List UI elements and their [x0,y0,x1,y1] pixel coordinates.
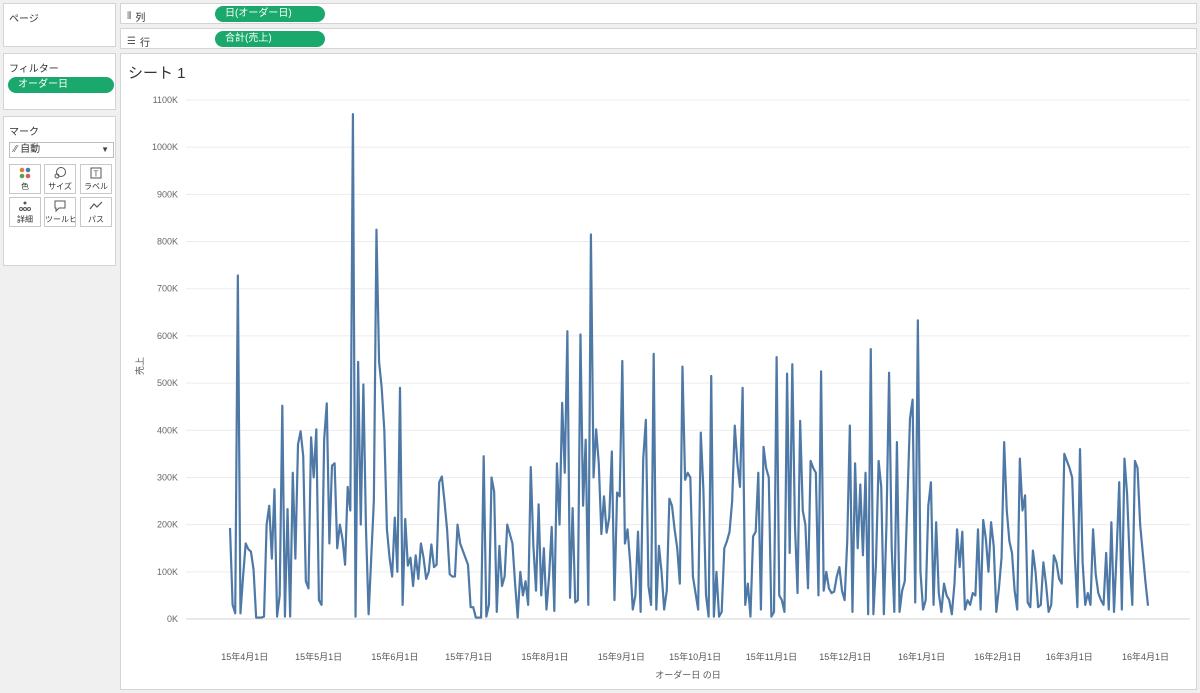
chevron-down-icon: ▼ [101,145,109,154]
x-tick-label: 15年11月1日 [746,651,797,662]
y-tick-label: 200K [157,520,178,530]
y-tick-label: 300K [157,472,178,482]
color-button[interactable]: 色 [9,164,41,194]
filter-pill-order-date[interactable]: オーダー日 [8,77,114,93]
y-tick-label: 500K [157,378,178,388]
rows-pill-sum-sales[interactable]: 合計(売上) [215,31,325,47]
x-tick-label: 15年7月1日 [445,651,492,662]
mark-type-dropdown[interactable]: ⁄⁄ 自動 ▼ [9,142,114,158]
filters-panel-title: フィルター [9,64,59,75]
y-tick-label: 0K [167,614,178,624]
x-tick-label: 15年5月1日 [295,651,342,662]
path-button[interactable]: パス [80,197,112,227]
label-icon: T [81,166,111,182]
marks-panel[interactable]: マーク ⁄⁄ 自動 ▼ 色 サイズ T ラベル 詳細 ツールヒ... [3,116,116,266]
y-tick-label: 400K [157,425,178,435]
line-mark-icon: ⁄⁄ [14,144,18,155]
x-tick-label: 15年4月1日 [221,651,268,662]
pages-panel[interactable]: ページ [3,3,116,47]
svg-text:T: T [94,170,99,179]
columns-shelf-label: 列 [135,13,146,24]
sales-series-line[interactable] [228,113,1150,619]
size-button[interactable]: サイズ [44,164,76,194]
path-button-label: パス [88,215,104,224]
rows-icon: ☰ [127,36,136,47]
x-tick-label: 15年6月1日 [371,651,418,662]
columns-icon: ⦀ [127,11,132,22]
y-tick-label: 700K [157,284,178,294]
y-tick-label: 900K [157,189,178,199]
columns-shelf-header: ⦀ 列 [127,9,145,24]
detail-icon [10,199,40,215]
x-tick-label: 15年10月1日 [669,651,721,662]
columns-pill-order-date[interactable]: 日(オーダー日) [215,6,325,22]
tooltip-button-label: ツールヒ... [45,215,75,224]
label-button-label: ラベル [84,182,108,191]
sheet-title: シート 1 [128,65,186,82]
x-tick-label: 16年3月1日 [1046,651,1093,662]
tooltip-button[interactable]: ツールヒ... [44,197,76,227]
x-tick-label: 16年1月1日 [898,651,945,662]
color-icon [10,166,40,182]
color-button-label: 色 [21,182,29,191]
rows-shelf-label: 行 [139,38,150,49]
detail-button[interactable]: 詳細 [9,197,41,227]
x-tick-label: 16年4月1日 [1122,651,1169,662]
tooltip-icon [45,199,75,215]
y-tick-label: 1100K [153,95,178,105]
rows-shelf-header: ☰ 行 [127,34,150,49]
marks-panel-title: マーク [9,127,39,138]
x-axis-label: オーダー日 の日 [655,669,721,680]
x-tick-label: 15年8月1日 [522,651,569,662]
mark-type-label: 自動 [20,144,41,155]
label-button[interactable]: T ラベル [80,164,112,194]
x-tick-label: 16年2月1日 [974,651,1021,662]
y-tick-label: 100K [157,567,178,577]
size-icon [45,166,75,182]
x-tick-label: 15年9月1日 [598,651,645,662]
filters-panel[interactable]: フィルター オーダー日 [3,53,116,110]
rows-shelf[interactable]: ☰ 行 合計(売上) [120,28,1197,49]
y-tick-label: 600K [157,331,178,341]
path-icon [81,199,111,215]
y-tick-label: 1000K [152,142,178,152]
y-tick-label: 800K [157,237,178,247]
x-tick-label: 15年12月1日 [819,651,871,662]
detail-button-label: 詳細 [17,215,33,224]
columns-shelf[interactable]: ⦀ 列 日(オーダー日) [120,3,1197,24]
y-axis-label: 売上 [134,357,145,375]
size-button-label: サイズ [48,182,72,191]
pages-panel-title: ページ [9,14,39,25]
